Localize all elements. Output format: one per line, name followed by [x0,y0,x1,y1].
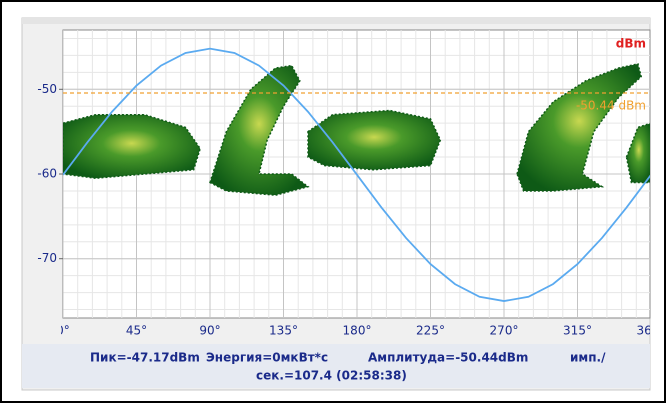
threshold-label: -50.44 dBm [576,99,646,113]
x-tick-label: 90° [199,324,220,338]
x-tick-label: 315° [563,324,592,338]
status-energy: Энергия=0мкВт*с [206,351,328,365]
x-tick-label: 45° [126,324,147,338]
toolbar [22,18,650,24]
unit-label: dBm [616,37,646,51]
pd-cluster [308,110,440,169]
status-rate: имп./ [570,351,606,365]
chart: -50.44 dBmdBm 0°45°90°135°180°225°270°31… [0,0,666,403]
y-tick-label: -70 [37,251,57,265]
x-tick-label: 135° [269,324,298,338]
x-tick-label: 180° [343,324,372,338]
status-rate-value: сек.=107.4 (02:58:38) [256,369,407,383]
y-tick-label: -60 [37,167,57,181]
y-tick-label: -50 [37,82,57,96]
x-tick-label: 270° [490,324,519,338]
plot: -50.44 dBm dBm [63,30,651,318]
x-tick-label: 225° [416,324,445,338]
status-peak: Пик=-47.17dBm [90,351,200,365]
status-amplitude: Амплитуда=-50.44dBm [368,351,528,365]
